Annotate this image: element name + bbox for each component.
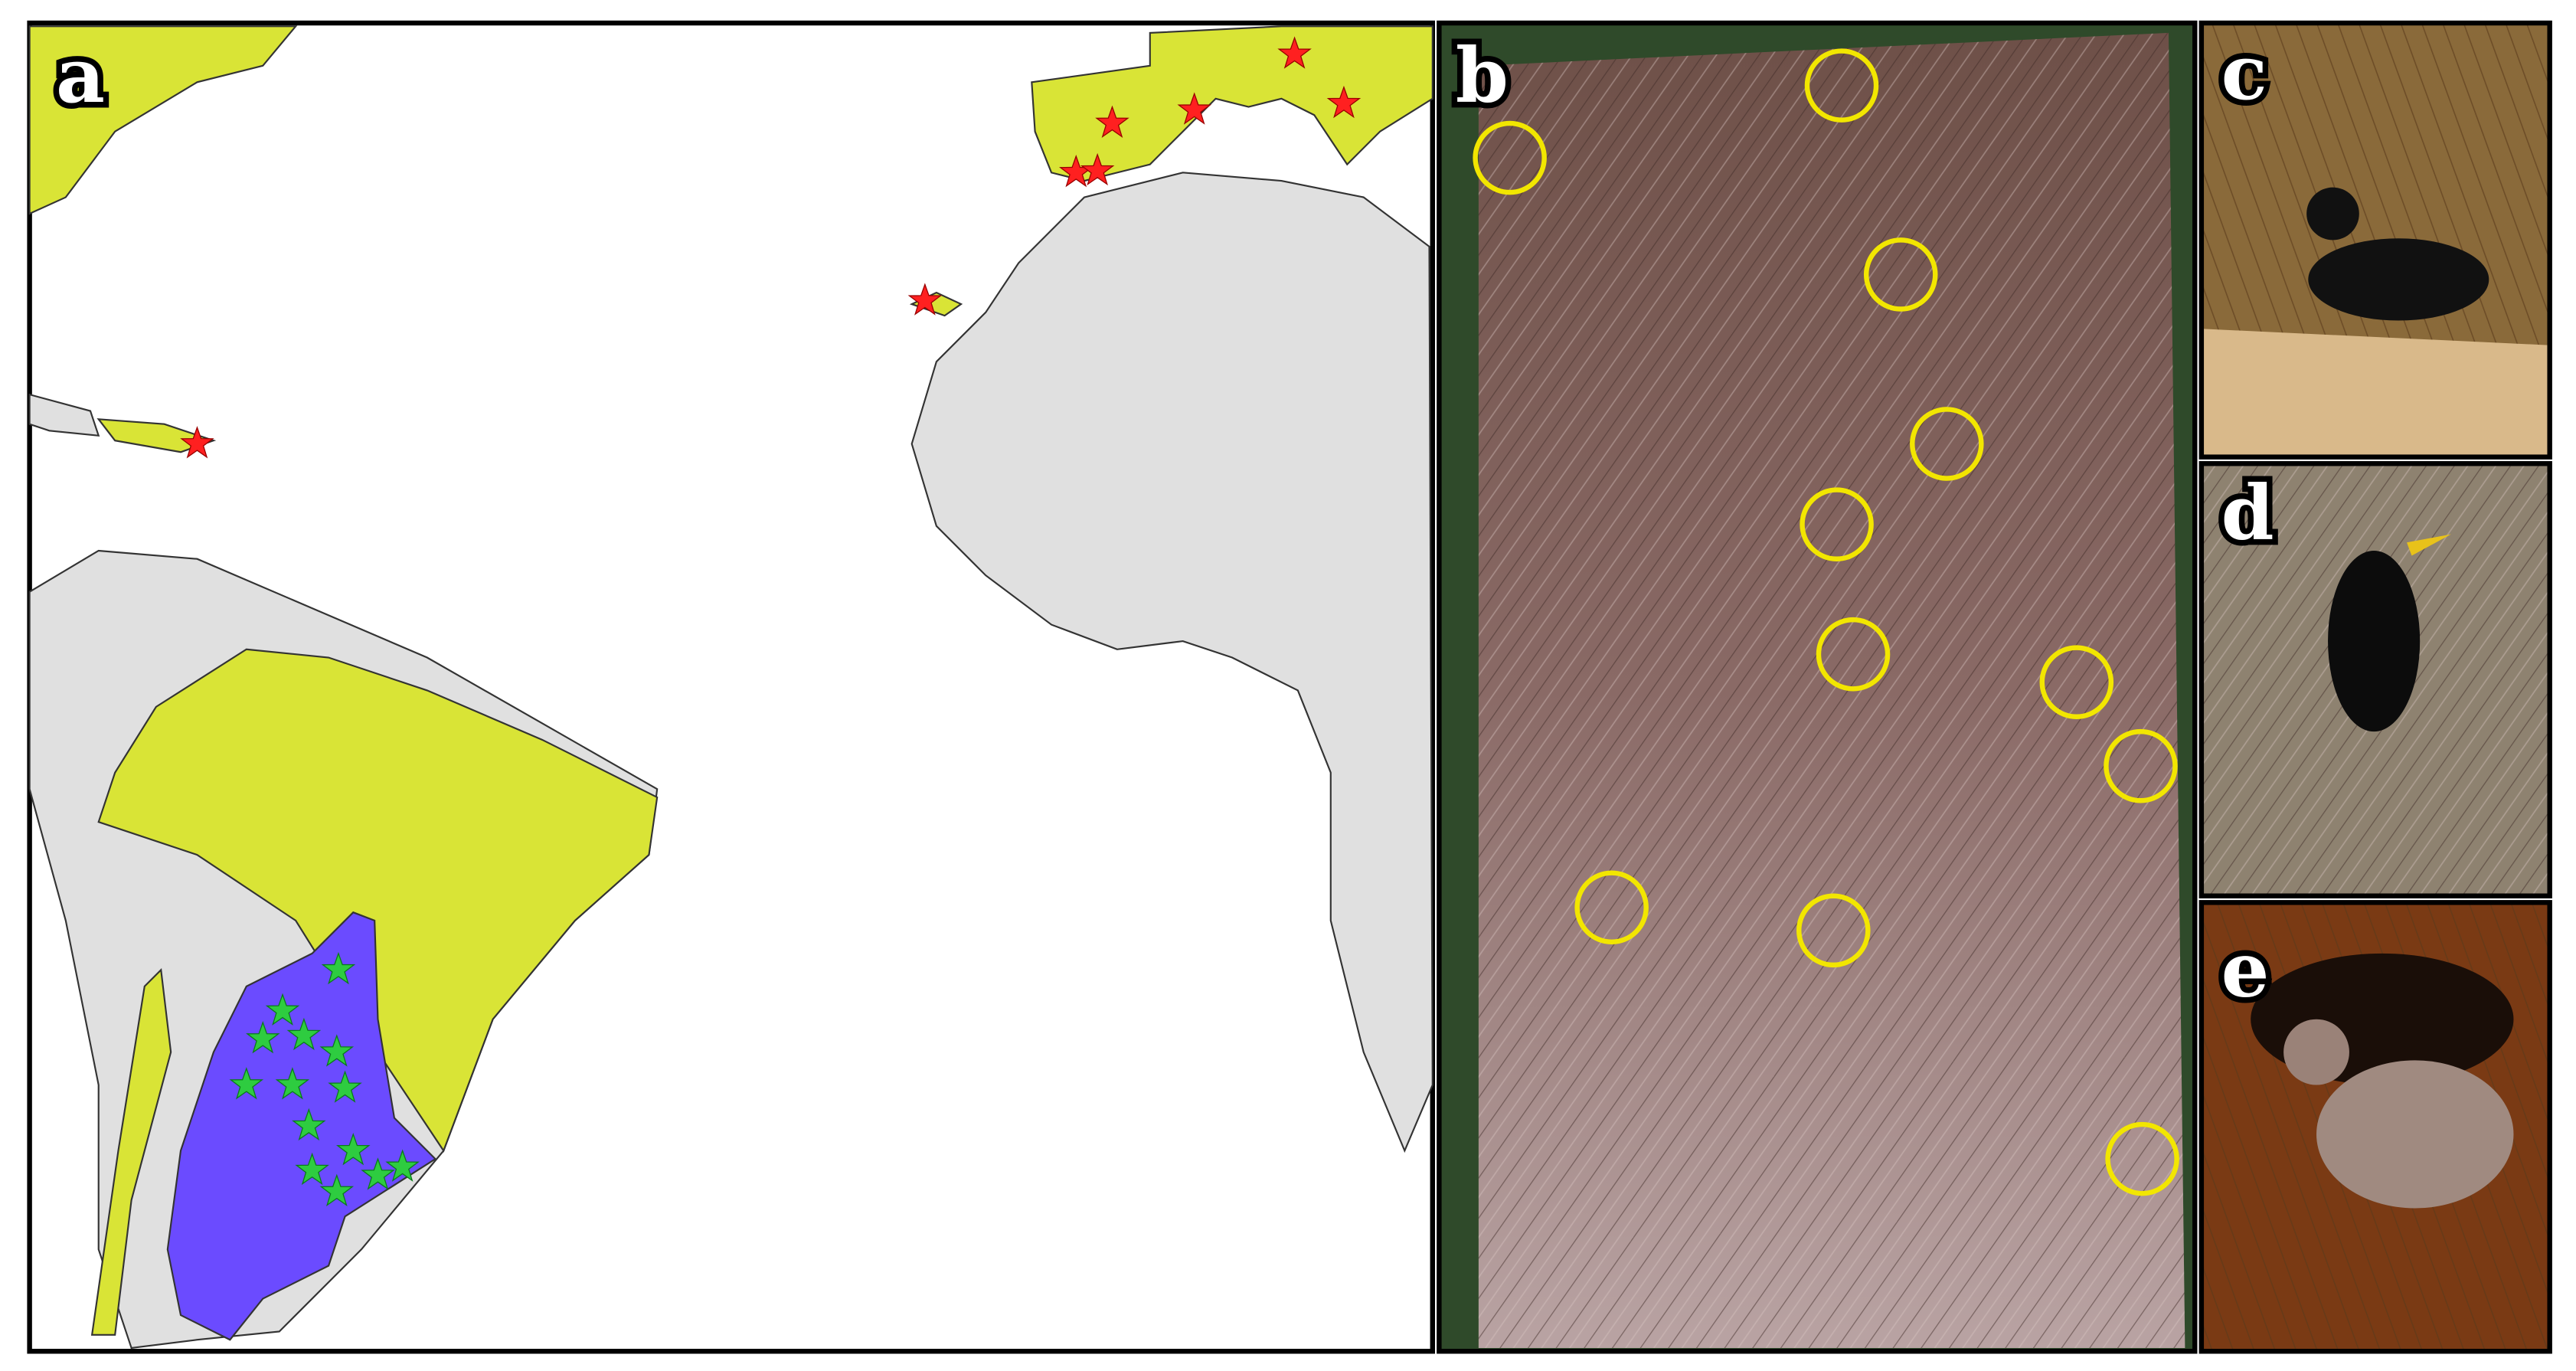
chamber-marker xyxy=(1816,617,1891,692)
chamber-marker xyxy=(2104,728,2178,803)
chamber-marker xyxy=(1796,893,1871,968)
panel-label: b xyxy=(1456,31,1509,120)
panel-label: a xyxy=(56,31,105,120)
bird xyxy=(2308,238,2489,321)
north-america xyxy=(28,25,298,215)
map-panel: a xyxy=(27,20,1436,1354)
panel-frame xyxy=(2198,461,2552,898)
bird xyxy=(2316,1060,2514,1209)
nest-photo-panel: b xyxy=(1437,20,2198,1354)
chile xyxy=(90,967,172,1336)
bird xyxy=(2328,551,2421,732)
panel-label: c xyxy=(2221,28,2267,117)
chamber-marker xyxy=(1804,48,1879,123)
chamber-marker xyxy=(2105,1121,2179,1196)
bird-head xyxy=(2306,187,2359,240)
bird-photo-panel: c xyxy=(2198,20,2552,460)
brazil xyxy=(97,648,659,1153)
palm-leaf xyxy=(2201,329,2550,457)
panel-label: e xyxy=(2221,926,2270,1015)
chamber-marker xyxy=(1800,487,1874,561)
panel-label: d xyxy=(2221,469,2274,558)
africa xyxy=(910,172,1433,1153)
chamber-marker xyxy=(1473,120,1547,195)
chamber-marker xyxy=(1574,870,1649,945)
chamber-marker xyxy=(2039,645,2114,719)
bird-photo-panel: d xyxy=(2198,461,2552,898)
panel-frame xyxy=(2198,900,2552,1354)
chamber-marker xyxy=(1910,407,1984,481)
nest-chambers xyxy=(1473,48,2179,1196)
panel-frame xyxy=(2198,20,2552,460)
panel-frame xyxy=(1437,20,2198,1354)
bird-head xyxy=(2283,1019,2349,1085)
chamber-marker xyxy=(1863,237,1938,312)
cuba xyxy=(28,393,100,437)
bird-photo-panel: e xyxy=(2198,900,2552,1354)
bird-beak xyxy=(2407,534,2451,556)
nest-texture xyxy=(1478,32,2185,1348)
